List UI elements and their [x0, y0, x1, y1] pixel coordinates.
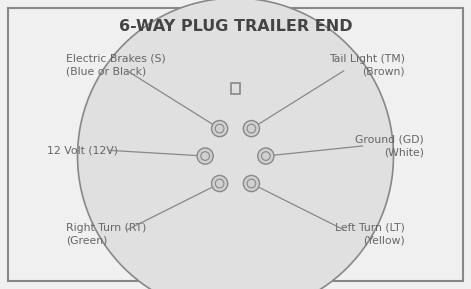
Text: Right Turn (RT)
(Green): Right Turn (RT) (Green): [66, 223, 146, 245]
Circle shape: [173, 94, 298, 218]
Circle shape: [244, 121, 260, 137]
Circle shape: [247, 124, 256, 133]
Circle shape: [201, 152, 210, 160]
Text: Tail Light (TM)
(Brown): Tail Light (TM) (Brown): [329, 54, 405, 76]
Circle shape: [197, 148, 213, 164]
Text: 12 Volt (12V): 12 Volt (12V): [47, 145, 118, 155]
Circle shape: [211, 121, 227, 137]
Circle shape: [258, 148, 274, 164]
Text: Left Turn (LT)
(Yellow): Left Turn (LT) (Yellow): [335, 223, 405, 245]
Circle shape: [211, 175, 227, 192]
Text: Ground (GD)
(White): Ground (GD) (White): [355, 135, 424, 157]
Circle shape: [215, 124, 224, 133]
Circle shape: [261, 152, 270, 160]
Circle shape: [215, 179, 224, 188]
FancyBboxPatch shape: [8, 8, 463, 281]
Text: 6-WAY PLUG TRAILER END: 6-WAY PLUG TRAILER END: [119, 19, 352, 34]
Circle shape: [244, 175, 260, 192]
Circle shape: [247, 179, 256, 188]
Text: Electric Brakes (S)
(Blue or Black): Electric Brakes (S) (Blue or Black): [66, 54, 166, 76]
Circle shape: [78, 0, 393, 289]
FancyBboxPatch shape: [231, 83, 240, 94]
